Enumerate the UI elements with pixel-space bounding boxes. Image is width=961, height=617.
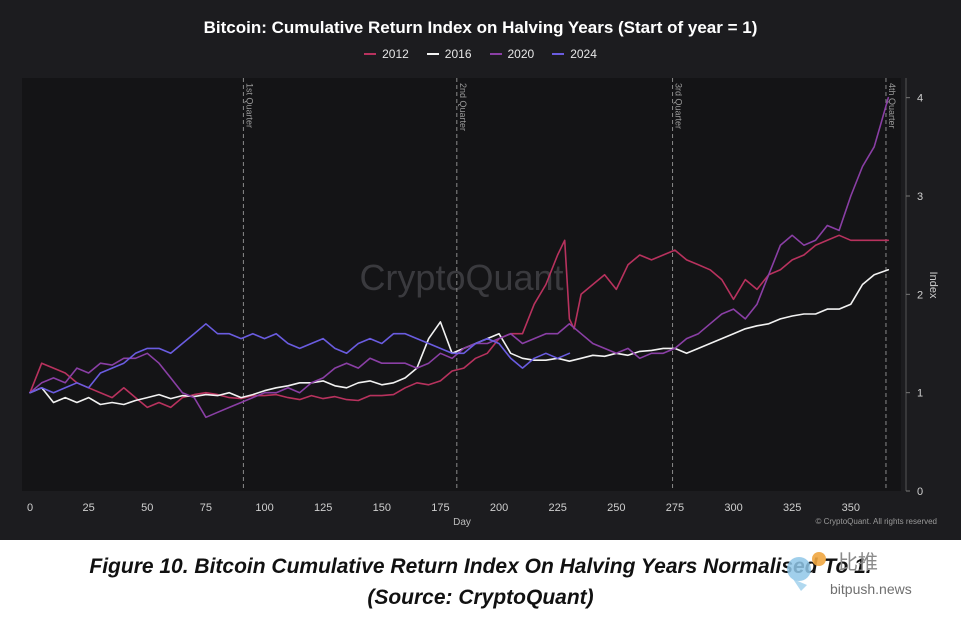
- x-tick-label: 250: [607, 502, 625, 514]
- cryptoquant-watermark: CryptoQuant: [359, 257, 563, 298]
- legend-item-2016[interactable]: 2016: [426, 47, 472, 61]
- y-tick-label: 1: [917, 388, 923, 400]
- legend-label: 2012: [382, 47, 409, 61]
- legend-swatch: [552, 53, 565, 55]
- plot-area: [22, 78, 901, 491]
- x-tick-label: 275: [666, 502, 684, 514]
- x-tick-label: 175: [431, 502, 449, 514]
- x-tick-label: 225: [548, 502, 566, 514]
- y-axis-title: Index: [927, 272, 939, 299]
- x-axis-title: Day: [453, 517, 471, 528]
- quarter-label: 3rd Quarter: [674, 83, 684, 129]
- legend-swatch: [426, 53, 439, 55]
- quarter-label: 4th Quarter: [887, 83, 897, 129]
- line-chart: CryptoQuant 1st Quarter 2nd Quarter 3rd Qua…: [22, 78, 939, 528]
- x-tick-label: 50: [141, 502, 153, 514]
- legend-item-2020[interactable]: 2020: [489, 47, 535, 61]
- legend-item-2024[interactable]: 2024: [552, 47, 597, 61]
- series-line-2016: [29, 268, 890, 406]
- bitpush-domain: bitpush.news: [830, 581, 912, 597]
- legend-label: 2024: [570, 47, 597, 61]
- x-tick-label: 100: [255, 502, 273, 514]
- x-tick-label: 0: [27, 502, 33, 514]
- figure-source: (Source: CryptoQuant): [367, 586, 594, 609]
- chart-legend: 2012 2016 2020 2024: [0, 47, 961, 61]
- x-tick-label: 200: [490, 502, 508, 514]
- y-tick-label: 0: [917, 486, 923, 498]
- x-tick-label: 25: [83, 502, 95, 514]
- y-tick-label: 3: [917, 191, 923, 203]
- x-tick-label: 350: [842, 502, 860, 514]
- legend-item-2012[interactable]: 2012: [364, 47, 409, 61]
- x-tick-label: 325: [783, 502, 801, 514]
- y-tick-label: 4: [917, 93, 923, 105]
- bitpush-logo: [787, 552, 826, 591]
- legend-label: 2016: [444, 47, 472, 61]
- x-tick-label: 300: [724, 502, 742, 514]
- series-line-2012: [29, 234, 890, 409]
- x-tick-label: 150: [373, 502, 391, 514]
- legend-label: 2020: [507, 47, 535, 61]
- quarter-label: 2nd Quarter: [458, 83, 468, 131]
- copyright-notice: © CryptoQuant. All rights reserved: [815, 517, 938, 526]
- legend-swatch: [489, 53, 502, 55]
- figure-caption: Figure 10. Bitcoin Cumulative Return Ind…: [89, 555, 872, 578]
- bitpush-cn-logo-text: 比推: [838, 550, 878, 574]
- series-line-2024: [29, 322, 571, 394]
- quarter-label: 1st Quarter: [244, 83, 254, 128]
- x-tick-label: 75: [200, 502, 212, 514]
- chart-title: Bitcoin: Cumulative Return Index on Halv…: [203, 18, 758, 37]
- series-line-2020: [29, 96, 890, 419]
- chart-panel: CryptoQuant 1st Quarter 2nd Quarter 3rd Qua…: [0, 0, 961, 540]
- y-tick-label: 2: [917, 289, 923, 301]
- x-tick-label: 125: [314, 502, 332, 514]
- legend-swatch: [364, 53, 377, 55]
